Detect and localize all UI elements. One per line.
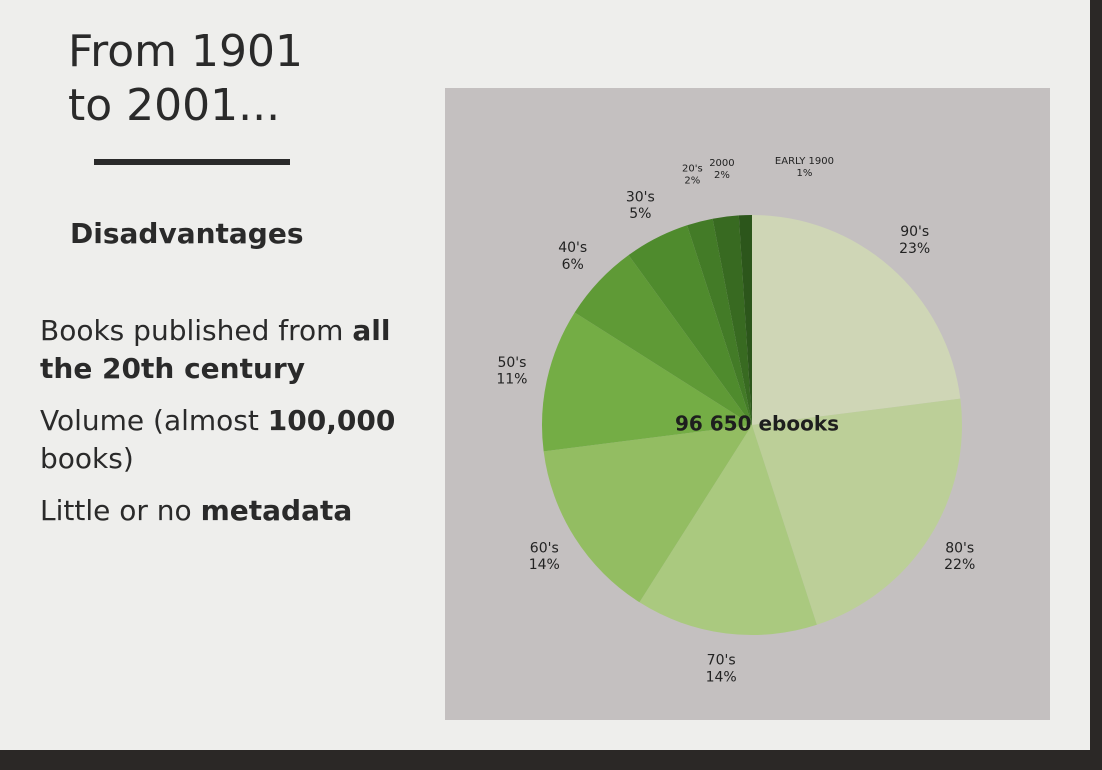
slice-label: 30's — [626, 189, 655, 205]
slice-label: EARLY 1900 — [775, 156, 834, 167]
slice-value: 2% — [714, 170, 730, 181]
points: Books published from all the 20th centur… — [40, 312, 420, 530]
center-label: 96 650 ebooks — [675, 412, 839, 436]
pie-slice — [628, 225, 752, 425]
slice-label: 50's — [497, 355, 526, 371]
pie-slice — [543, 425, 752, 603]
bullet-text: Little or no — [40, 494, 192, 527]
slice-label: 90's — [900, 224, 929, 240]
slice-value: 6% — [562, 257, 584, 273]
slice-value: 14% — [529, 557, 560, 573]
slice-label: 2000 — [709, 158, 734, 169]
slice-label: 70's — [707, 653, 736, 669]
slice-value: 11% — [496, 372, 527, 388]
pie-slice — [687, 218, 752, 425]
bullet-text: all the 20th century — [40, 314, 391, 385]
pie-slice — [752, 398, 963, 625]
slice-label: 20's — [682, 164, 703, 175]
slice-value: 1% — [797, 168, 813, 179]
bullet-text: 100,000 — [267, 404, 396, 437]
slice-label: 40's — [558, 240, 587, 256]
slice-label: 60's — [530, 540, 559, 556]
heading: Disadvantages — [70, 217, 304, 250]
pie-slice — [752, 215, 961, 425]
pie-slice — [712, 215, 752, 425]
slice-label: 80's — [945, 540, 974, 556]
bullet: Little or no metadata — [40, 492, 400, 530]
bullet-text: Volume (almost — [40, 404, 259, 437]
pie-slice — [639, 425, 817, 635]
text-panel: From 1901 to 2001... Disadvantages Books… — [40, 25, 420, 530]
slice-value: 22% — [944, 557, 975, 573]
title-rule — [94, 159, 290, 165]
pie-slice — [738, 215, 752, 425]
slice-value: 5% — [629, 206, 651, 222]
slice-value: 23% — [899, 241, 930, 257]
bullet: Books published from all the 20th centur… — [40, 312, 400, 388]
slide-title: From 1901 to 2001... — [68, 26, 303, 131]
pie-slice — [541, 312, 752, 452]
bullet: Volume (almost 100,000 books) — [40, 402, 400, 478]
bullet-text: metadata — [200, 494, 353, 527]
bullet-text: books) — [40, 442, 134, 475]
pie-slice — [574, 255, 752, 425]
slice-value: 14% — [706, 669, 737, 685]
bullet-text: Books published from — [40, 314, 344, 347]
slice-value: 2% — [684, 176, 700, 187]
